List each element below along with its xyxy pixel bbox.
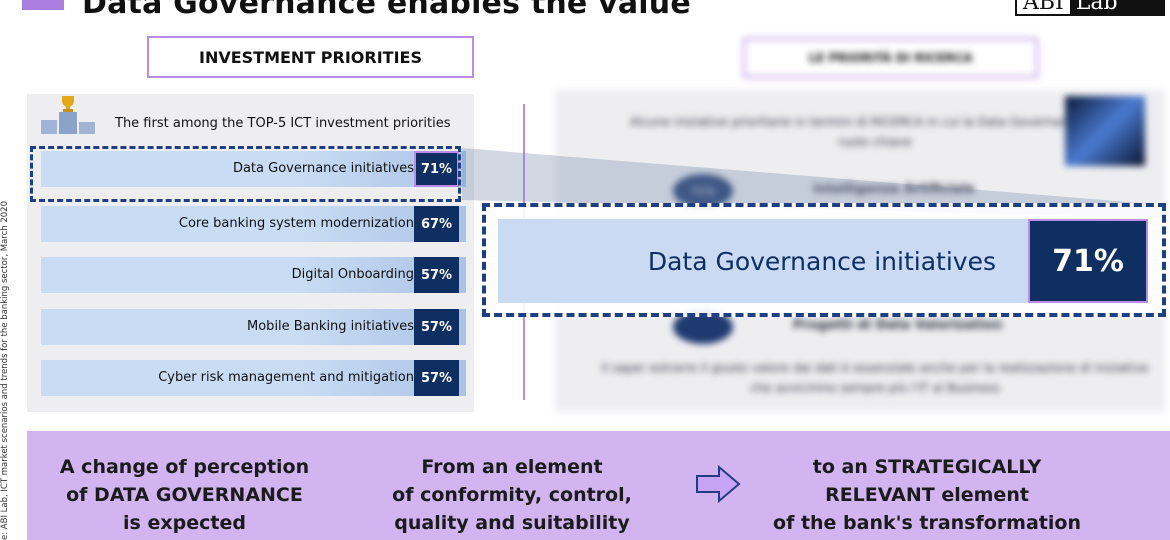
priority-bar bbox=[41, 206, 466, 242]
research-priorities-title: LE PRIORITÀ DI RICERCA bbox=[743, 38, 1038, 78]
priority-bar bbox=[41, 309, 466, 345]
conclusion-col-to: to an STRATEGICALLY RELEVANT element of … bbox=[757, 453, 1097, 537]
text-line: From an element bbox=[421, 456, 603, 478]
zoom-percent: 71% bbox=[1028, 219, 1148, 303]
research-item-label: Progetti di Data Valorization bbox=[793, 318, 1003, 333]
priority-bar bbox=[41, 360, 466, 396]
trophy-podium-icon bbox=[41, 96, 95, 134]
investment-panel: The first among the TOP-5 ICT investment… bbox=[27, 94, 474, 412]
text-line: is expected bbox=[123, 512, 246, 534]
text-line: A change of perception bbox=[59, 456, 310, 478]
priority-label: Data Governance initiatives bbox=[232, 161, 414, 176]
logo-text-lab: Lab bbox=[1069, 0, 1163, 14]
research-item-label: Intelligenza Artificiale bbox=[813, 182, 975, 197]
priority-label: Cyber risk management and mitigation bbox=[158, 370, 414, 385]
priority-row: Mobile Banking initiatives 57% bbox=[41, 309, 466, 345]
priority-row: Cyber risk management and mitigation 57% bbox=[41, 360, 466, 396]
source-note: e: ABI Lab, ICT market scenarios and tre… bbox=[0, 201, 10, 540]
priority-label: Core banking system modernization bbox=[178, 216, 414, 231]
conclusion-col-from: From an element of conformity, control, … bbox=[367, 453, 657, 537]
logo-text-abi: ABI bbox=[1023, 0, 1064, 15]
research-intro: Alcune iniziative prioritarie in termini… bbox=[629, 115, 1121, 149]
ai-image bbox=[1065, 96, 1145, 166]
priority-row: Core banking system modernization 67% bbox=[41, 206, 466, 242]
priority-label: Mobile Banking initiatives bbox=[247, 319, 414, 334]
text-line: of DATA GOVERNANCE bbox=[66, 484, 303, 506]
abi-lab-logo: ABI Lab bbox=[1015, 0, 1165, 16]
priority-bar bbox=[41, 257, 466, 293]
priority-percent: 57% bbox=[414, 309, 459, 345]
highlight-dashed-frame bbox=[30, 146, 461, 202]
priority-row: Digital Onboarding 57% bbox=[41, 257, 466, 293]
text-line: of the bank's transformation bbox=[773, 512, 1081, 534]
priority-percent: 67% bbox=[414, 206, 459, 242]
priority-bar bbox=[41, 151, 466, 187]
investment-priorities-title: INVESTMENT PRIORITIES bbox=[147, 36, 474, 78]
conclusion-col-perception: A change of perception of DATA GOVERNANC… bbox=[37, 453, 332, 537]
text-line: of conformity, control, bbox=[392, 484, 632, 506]
panel-heading: The first among the TOP-5 ICT investment… bbox=[115, 116, 451, 131]
priority-label: Digital Onboarding bbox=[291, 267, 414, 282]
text-line: to an STRATEGICALLY bbox=[812, 456, 1042, 478]
title-accent-bar bbox=[22, 0, 64, 10]
zoom-label: Data Governance initiatives bbox=[498, 219, 1028, 303]
priority-percent: 57% bbox=[414, 257, 459, 293]
conclusion-band: A change of perception of DATA GOVERNANC… bbox=[27, 431, 1170, 540]
research-item-percent: 71% bbox=[673, 174, 733, 208]
research-item: 71% Intelligenza Artificiale bbox=[673, 174, 975, 208]
text-line: RELEVANT element bbox=[825, 484, 1029, 506]
text-line: quality and suitability bbox=[394, 512, 630, 534]
priority-percent: 57% bbox=[414, 360, 459, 396]
research-outro: Il saper estrarre il giusto valore dai d… bbox=[601, 361, 1149, 395]
zoom-callout: Data Governance initiatives 71% bbox=[482, 203, 1166, 317]
page-title: Data Governance enables the value bbox=[82, 0, 691, 21]
priority-row: Data Governance initiatives 71% bbox=[41, 151, 466, 187]
right-arrow-icon bbox=[696, 464, 741, 504]
